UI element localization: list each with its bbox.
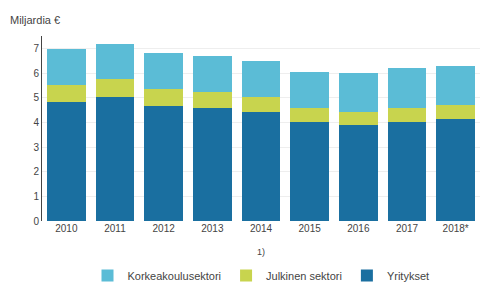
svg-text:1: 1 xyxy=(33,191,39,202)
svg-text:0: 0 xyxy=(33,216,39,227)
svg-text:2017: 2017 xyxy=(396,223,419,234)
svg-text:6: 6 xyxy=(33,68,39,79)
svg-text:2014: 2014 xyxy=(250,223,273,234)
svg-text:2015: 2015 xyxy=(299,223,322,234)
svg-text:7: 7 xyxy=(33,43,39,54)
svg-text:5: 5 xyxy=(33,92,39,103)
svg-text:2010: 2010 xyxy=(55,223,78,234)
svg-text:3: 3 xyxy=(33,142,39,153)
svg-text:Korkeakoulusektori: Korkeakoulusektori xyxy=(128,270,222,282)
svg-text:4: 4 xyxy=(33,117,39,128)
svg-text:Yritykset: Yritykset xyxy=(387,270,429,282)
svg-text:2013: 2013 xyxy=(201,223,224,234)
svg-text:2011: 2011 xyxy=(104,223,126,234)
svg-text:2012: 2012 xyxy=(153,223,176,234)
svg-text:1): 1) xyxy=(257,247,265,257)
svg-text:2018*: 2018* xyxy=(443,223,469,234)
svg-text:2016: 2016 xyxy=(347,223,370,234)
svg-text:2: 2 xyxy=(33,166,39,177)
svg-text:Julkinen sektori: Julkinen sektori xyxy=(266,270,342,282)
svg-text:Miljardia €: Miljardia € xyxy=(10,14,60,26)
